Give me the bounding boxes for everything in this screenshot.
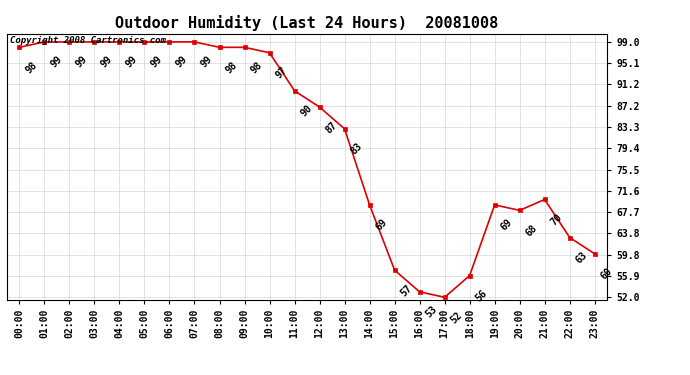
Text: 98: 98 xyxy=(23,60,39,75)
Text: 63: 63 xyxy=(574,250,589,266)
Text: 97: 97 xyxy=(274,65,289,81)
Text: 99: 99 xyxy=(199,54,214,70)
Text: 99: 99 xyxy=(74,54,89,70)
Text: 98: 98 xyxy=(224,60,239,75)
Text: 99: 99 xyxy=(124,54,139,70)
Text: Copyright 2008 Cartronics.com: Copyright 2008 Cartronics.com xyxy=(10,36,166,45)
Text: 52: 52 xyxy=(448,310,464,325)
Text: 56: 56 xyxy=(474,288,489,303)
Text: 99: 99 xyxy=(99,54,114,70)
Text: 57: 57 xyxy=(399,283,414,298)
Text: 69: 69 xyxy=(499,217,514,233)
Text: 99: 99 xyxy=(48,54,64,70)
Title: Outdoor Humidity (Last 24 Hours)  20081008: Outdoor Humidity (Last 24 Hours) 2008100… xyxy=(115,15,499,31)
Text: 90: 90 xyxy=(299,103,314,118)
Text: 87: 87 xyxy=(324,120,339,135)
Text: 99: 99 xyxy=(148,54,164,70)
Text: 68: 68 xyxy=(524,223,539,238)
Text: 98: 98 xyxy=(248,60,264,75)
Text: 99: 99 xyxy=(174,54,189,70)
Text: 60: 60 xyxy=(599,266,614,282)
Text: 70: 70 xyxy=(549,212,564,227)
Text: 53: 53 xyxy=(424,304,439,320)
Text: 69: 69 xyxy=(374,217,389,233)
Text: 83: 83 xyxy=(348,141,364,157)
